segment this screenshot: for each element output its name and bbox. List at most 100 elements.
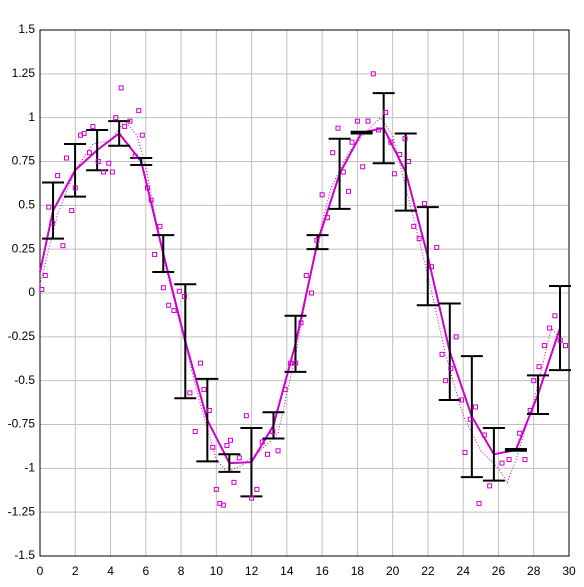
- scatter-point: [330, 150, 336, 156]
- y-tick-label: -1: [24, 461, 35, 475]
- scatter-point: [270, 429, 276, 435]
- scatter-point: [176, 288, 182, 294]
- scatter-point: [171, 308, 177, 314]
- y-tick-label: 0: [28, 285, 35, 299]
- scatter-point: [160, 285, 166, 291]
- scatter-point: [458, 397, 464, 403]
- y-tick-label: -0.25: [8, 329, 36, 343]
- scatter-point: [69, 208, 75, 214]
- scatter-point: [201, 386, 207, 392]
- x-tick-label: 6: [142, 564, 149, 578]
- scatter-point: [254, 486, 260, 492]
- scatter-point: [287, 360, 293, 366]
- plot-border: [39, 29, 570, 557]
- scatter-point: [298, 320, 304, 326]
- scatter-point: [402, 136, 408, 142]
- scatter-point: [462, 450, 468, 456]
- scatter-point: [72, 185, 78, 191]
- scatter-point: [397, 151, 403, 157]
- scatter-point: [90, 123, 96, 129]
- scatter-point: [227, 437, 233, 443]
- scatter-point: [275, 448, 281, 454]
- scatter-point: [49, 220, 55, 226]
- y-tick-label: 0.25: [12, 241, 36, 255]
- scatter-point: [282, 386, 288, 392]
- scatter-point: [39, 286, 45, 292]
- scatter-point: [293, 360, 299, 366]
- scatter-point: [182, 294, 188, 300]
- scatter-point: [206, 407, 212, 413]
- y-tick-label: 1.25: [12, 66, 36, 80]
- scatter-point: [391, 171, 397, 177]
- scatter-point: [448, 365, 454, 371]
- scatter-point: [136, 108, 142, 114]
- scatter-point: [365, 118, 371, 124]
- scatter-point: [443, 378, 449, 384]
- scatter-point: [118, 85, 124, 91]
- scatter-point: [453, 334, 459, 340]
- scatter-point: [109, 169, 115, 175]
- scatter-point: [434, 244, 440, 250]
- x-tick-label: 26: [492, 564, 506, 578]
- scatter-point: [243, 413, 249, 419]
- scatter-point: [319, 192, 325, 198]
- scatter-point: [231, 479, 237, 485]
- scatter-point: [127, 118, 133, 124]
- scatter-point: [476, 500, 482, 506]
- scatter-point: [416, 236, 422, 242]
- scatter-point: [249, 495, 255, 501]
- scatter-point: [324, 215, 330, 221]
- scatter-point: [224, 443, 230, 449]
- scatter-point: [213, 486, 219, 492]
- x-tick-label: 30: [562, 564, 576, 578]
- y-tick-label: 1.5: [18, 22, 35, 36]
- scatter-point: [376, 127, 382, 133]
- scatter-point: [481, 432, 487, 438]
- x-tick-label: 4: [107, 564, 114, 578]
- y-tick-label: -1.5: [14, 548, 35, 562]
- scatter-point: [309, 290, 315, 296]
- scatter-point: [95, 159, 101, 164]
- scatter-point: [86, 150, 92, 156]
- x-tick-label: 28: [527, 564, 541, 578]
- scatter-point: [264, 451, 270, 457]
- scatter-point: [527, 407, 533, 413]
- y-tick-label: 0.75: [12, 154, 36, 168]
- scatter-point: [236, 455, 242, 461]
- scatter-point: [541, 343, 547, 349]
- scatter-point: [536, 364, 542, 370]
- scatter-point: [106, 160, 112, 166]
- scatter-point: [42, 272, 48, 278]
- x-tick-label: 16: [315, 564, 329, 578]
- scatter-point: [63, 155, 69, 161]
- scatter-point: [100, 169, 106, 175]
- scatter-point: [360, 164, 366, 170]
- scatter-point: [439, 351, 445, 357]
- scatter-point: [187, 390, 193, 396]
- scatter-point: [335, 125, 341, 131]
- x-tick-label: 24: [457, 564, 471, 578]
- x-tick-label: 22: [421, 564, 435, 578]
- scatter-point: [46, 204, 52, 210]
- scatter-point: [517, 430, 523, 436]
- scatter-point: [166, 302, 172, 308]
- scatter-point: [522, 457, 528, 463]
- y-tick-label: 0.5: [18, 198, 35, 212]
- y-tick-label: -0.5: [14, 373, 35, 387]
- x-tick-label: 18: [351, 564, 365, 578]
- scatter-point: [473, 404, 479, 410]
- scatter-point: [383, 109, 389, 115]
- scatter-point: [192, 429, 198, 435]
- x-tick-label: 14: [280, 564, 294, 578]
- scatter-point: [370, 71, 376, 77]
- scatter-point: [157, 223, 163, 229]
- scatter-point: [145, 185, 151, 191]
- x-tick-label: 20: [386, 564, 400, 578]
- scatter-point: [428, 264, 434, 270]
- scatter-point: [122, 123, 128, 129]
- scatter-point: [139, 132, 145, 138]
- scatter-point: [314, 237, 320, 243]
- scatter-point: [152, 251, 158, 257]
